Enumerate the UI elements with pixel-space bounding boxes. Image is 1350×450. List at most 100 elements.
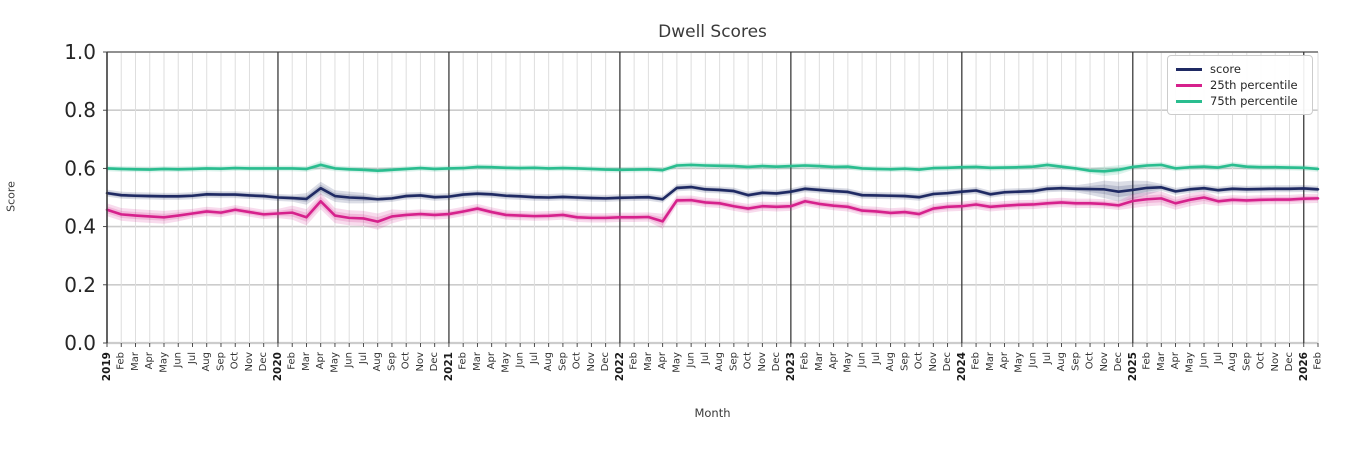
series-line-25th-percentile xyxy=(105,196,1320,223)
x-tick-label-month: Apr xyxy=(657,351,668,369)
legend-item-score: score xyxy=(1176,61,1304,77)
x-tick-label-month: Dec xyxy=(1113,352,1124,371)
legend-label-25th-percentile: 25th percentile xyxy=(1210,78,1298,92)
x-tick-label-month: Jul xyxy=(529,352,540,365)
x-tick-label-month: Sep xyxy=(386,352,397,371)
x-tick-label-month: Jul xyxy=(700,352,711,365)
x-tick-label-year: 2023 xyxy=(785,352,797,381)
x-tick-label-month: Jun xyxy=(344,352,355,369)
x-tick-label-year: 2025 xyxy=(1127,352,1139,381)
x-tick-label-month: Oct xyxy=(743,352,754,369)
x-tick-label-month: May xyxy=(329,352,340,373)
x-tick-label-month: Dec xyxy=(429,352,440,371)
x-tick-label-year: 2022 xyxy=(614,352,626,381)
score-line-swatch xyxy=(1176,67,1202,71)
x-tick-label-month: Oct xyxy=(572,352,583,369)
x-tick-label-month: Dec xyxy=(942,352,953,371)
x-tick-label-month: Jun xyxy=(1028,352,1039,369)
x-tick-label-month: Aug xyxy=(543,352,554,372)
x-tick-label-month: Apr xyxy=(1170,351,1181,369)
x-tick-label-month: Aug xyxy=(372,352,383,372)
x-tick-label-month: Mar xyxy=(814,351,825,371)
series-line-score xyxy=(105,185,1320,201)
x-tick-label-month: Dec xyxy=(771,352,782,371)
x-tick-label-month: Sep xyxy=(1241,352,1252,371)
x-tick-label-month: Jul xyxy=(871,352,882,365)
x-tick-label-month: Feb xyxy=(971,352,982,370)
x-tick-label-month: Apr xyxy=(999,351,1010,369)
x-tick-label-month: Apr xyxy=(486,351,497,369)
legend: score 25th percentile 75th percentile xyxy=(1167,55,1313,115)
x-axis-label: Month xyxy=(694,406,731,420)
x-tick-label-month: May xyxy=(671,352,682,373)
x-tick-label-month: Jul xyxy=(358,352,369,365)
x-tick-label-month: May xyxy=(842,352,853,373)
x-tick-label-month: Aug xyxy=(885,352,896,372)
x-tick-label-month: Feb xyxy=(458,352,469,370)
x-tick-label-month: Dec xyxy=(600,352,611,371)
x-tick-label-month: Dec xyxy=(258,352,269,371)
x-tick-label-month: Jun xyxy=(1199,352,1210,369)
x-tick-label-year: 2020 xyxy=(272,352,284,381)
x-tick-label-month: Jun xyxy=(173,352,184,369)
x-tick-label-month: Aug xyxy=(1056,352,1067,372)
x-tick-label-month: Feb xyxy=(800,352,811,370)
x-tick-label-month: Nov xyxy=(244,352,255,372)
x-tick-label-month: Jun xyxy=(857,352,868,369)
series-band-score xyxy=(107,180,1318,205)
x-tick-label-month: Feb xyxy=(116,352,127,370)
x-tick-label-month: Nov xyxy=(1270,352,1281,372)
series-line-75th-percentile xyxy=(105,163,1320,173)
y-tick-label: 0.0 xyxy=(64,331,96,355)
x-tick-label-month: Sep xyxy=(899,352,910,371)
x-tick-label-year: 2021 xyxy=(443,352,455,381)
series-band-25th-percentile xyxy=(107,191,1318,230)
y-tick-label: 0.2 xyxy=(64,273,96,297)
x-tick-label-year: 2024 xyxy=(956,352,968,381)
x-tick-label-month: Feb xyxy=(287,352,298,370)
x-tick-label-month: Apr xyxy=(315,351,326,369)
x-tick-label-month: Mar xyxy=(985,351,996,371)
x-tick-label-month: Oct xyxy=(1256,352,1267,369)
x-tick-label-month: Sep xyxy=(1070,352,1081,371)
x-tick-label-month: Jun xyxy=(686,352,697,369)
x-tick-label-month: Oct xyxy=(914,352,925,369)
x-tick-label-month: May xyxy=(1013,352,1024,373)
x-tick-label-year: 2026 xyxy=(1298,352,1310,381)
x-tick-label-month: Nov xyxy=(928,352,939,372)
x-tick-label-month: May xyxy=(500,352,511,373)
chart-title: Dwell Scores xyxy=(658,22,767,42)
x-tick-label-month: Aug xyxy=(714,352,725,372)
x-tick-label-month: Sep xyxy=(728,352,739,371)
legend-item-75th-percentile: 75th percentile xyxy=(1176,93,1304,109)
series-band-inner-25th-percentile xyxy=(107,193,1318,227)
25th-percentile-line-swatch xyxy=(1176,83,1202,87)
x-tick-label-month: Dec xyxy=(1284,352,1295,371)
x-tick-label-month: Mar xyxy=(301,351,312,371)
x-tick-label-month: Apr xyxy=(828,351,839,369)
x-tick-label-month: Aug xyxy=(1227,352,1238,372)
legend-item-25th-percentile: 25th percentile xyxy=(1176,77,1304,93)
x-tick-label-month: Nov xyxy=(586,352,597,372)
x-tick-label-month: Feb xyxy=(1142,352,1153,370)
y-tick-label: 0.6 xyxy=(64,156,96,180)
x-tick-label-month: Jun xyxy=(515,352,526,369)
75th-percentile-line-swatch xyxy=(1176,99,1202,103)
x-tick-label-month: Oct xyxy=(230,352,241,369)
x-tick-label-month: Nov xyxy=(415,352,426,372)
x-tick-label-month: Oct xyxy=(1085,352,1096,369)
x-tick-label-month: Feb xyxy=(629,352,640,370)
x-tick-label-month: Sep xyxy=(557,352,568,371)
legend-label-score: score xyxy=(1210,62,1241,76)
x-tick-label-month: May xyxy=(158,352,169,373)
x-tick-label-month: Aug xyxy=(201,352,212,372)
x-tick-label-month: Feb xyxy=(1313,352,1324,370)
y-tick-label: 0.8 xyxy=(64,98,96,122)
x-tick-label-month: Nov xyxy=(1099,352,1110,372)
y-tick-label: 0.4 xyxy=(64,215,96,239)
x-tick-label-month: Apr xyxy=(144,351,155,369)
legend-label-75th-percentile: 75th percentile xyxy=(1210,94,1298,108)
x-tick-label-month: Mar xyxy=(643,351,654,371)
